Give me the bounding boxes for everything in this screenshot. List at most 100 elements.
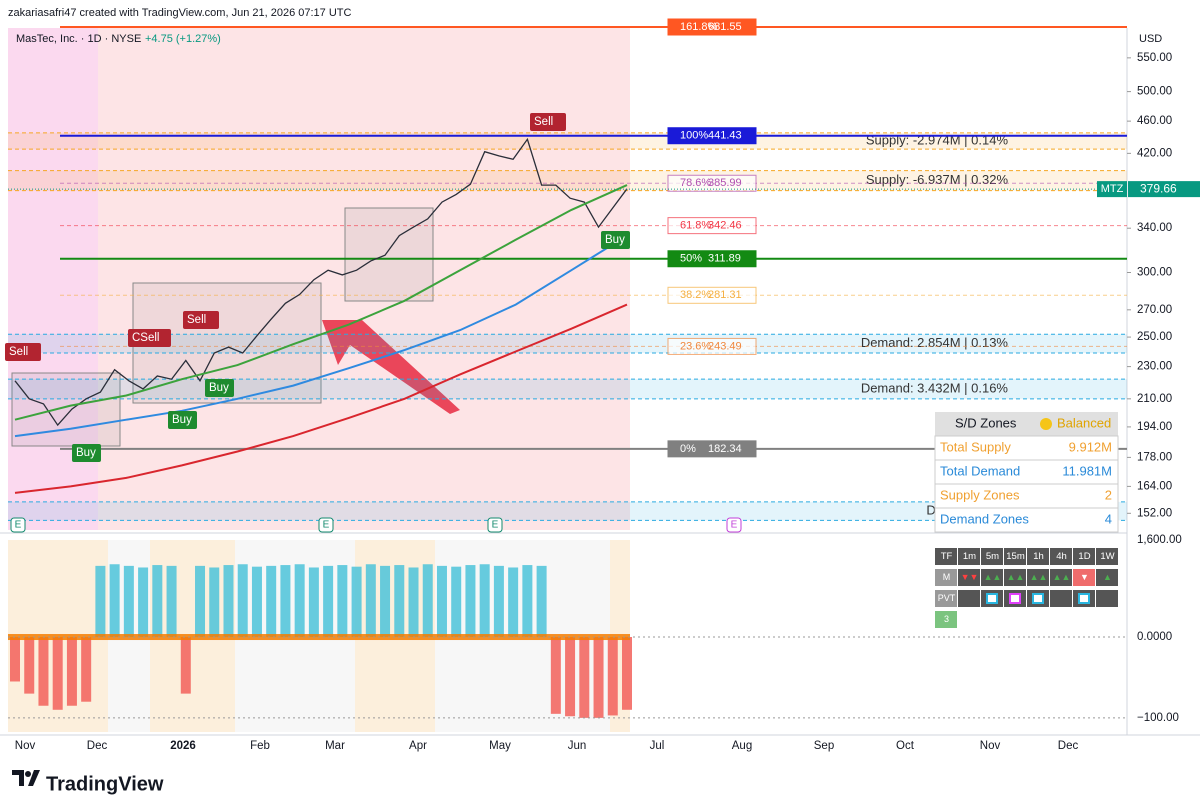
osc-bar <box>323 565 334 638</box>
mtf-header-cell <box>935 548 957 565</box>
sd-table-row <box>934 435 1119 461</box>
x-tick-label: Sep <box>814 740 834 752</box>
mtf-cell <box>1050 569 1072 586</box>
fib-value: 441.43 <box>708 130 742 142</box>
moving-average <box>14 184 628 421</box>
y-tick-label: 270.00 <box>1137 304 1172 316</box>
price-line <box>14 137 628 427</box>
zone-label: Supply: -2.974M | 0.14% <box>866 132 1009 147</box>
y-tick-label: 550.00 <box>1137 52 1172 64</box>
mtf-text: ▲▲ <box>1053 572 1071 582</box>
osc-bar <box>123 565 134 638</box>
osc-bar <box>237 564 248 638</box>
osc-bar <box>138 567 149 638</box>
fib-value: 182.34 <box>708 443 742 455</box>
pvt-square <box>1078 593 1090 604</box>
signal-text: Buy <box>605 234 625 246</box>
earnings-text: E <box>492 520 499 531</box>
x-tick-label: Jun <box>568 740 587 752</box>
mtf-cell <box>958 590 980 607</box>
sd-table-value: 11.981M <box>1062 463 1112 478</box>
earnings-icon <box>10 517 26 533</box>
mtf-cell <box>1027 569 1049 586</box>
signal-label <box>128 329 171 347</box>
fib-pct: 0% <box>680 443 696 455</box>
osc-bar <box>209 567 220 638</box>
osc-top-label: 1,600.00 <box>1137 534 1182 546</box>
x-tick-label: Dec <box>1058 740 1079 752</box>
mtf-header-cell <box>1073 548 1095 565</box>
mtf-header: 15m <box>1006 551 1025 562</box>
osc-bar <box>365 564 376 638</box>
pvt-square <box>1009 593 1021 604</box>
fib-label-box <box>667 127 757 145</box>
sd-zone <box>8 501 1127 521</box>
earnings-icon <box>318 517 334 533</box>
osc-bar <box>10 637 20 682</box>
fib-pct: 50% <box>680 253 702 265</box>
y-tick-label: 230.00 <box>1137 361 1172 373</box>
mtf-header-cell <box>1096 548 1118 565</box>
y-tick-label: 178.00 <box>1137 451 1172 463</box>
osc-bar <box>451 566 462 638</box>
osc-bar <box>380 565 391 638</box>
fib-pct: 38.2% <box>680 289 711 301</box>
logo-mark <box>28 770 40 786</box>
x-tick-label: Nov <box>15 740 36 752</box>
y-tick-label: 164.00 <box>1137 480 1172 492</box>
x-tick-label: Apr <box>409 740 427 752</box>
price-change: +4.75 (+1.27%) <box>145 33 221 45</box>
brand-name: TradingView <box>46 773 164 795</box>
y-tick-label: 210.00 <box>1137 393 1172 405</box>
signal-text: Sell <box>534 116 553 128</box>
osc-bar <box>607 637 618 716</box>
osc-bar <box>536 565 547 638</box>
signal-label <box>530 113 566 131</box>
sd-table-header <box>935 412 1118 436</box>
fib-value: 281.31 <box>708 289 742 301</box>
signal-label <box>205 379 234 397</box>
osc-tick-label: 0.0000 <box>1137 631 1172 643</box>
mtf-header: 1W <box>1100 551 1114 562</box>
fib-pct: 61.8% <box>680 220 711 232</box>
osc-bar <box>180 637 191 694</box>
fib-label-box <box>667 250 757 268</box>
signal-text: Sell <box>187 314 206 326</box>
mtf-header: 1h <box>1033 551 1044 562</box>
earnings-icon <box>487 517 503 533</box>
mtf-header: 1m <box>963 551 976 562</box>
y-tick-label: 500.00 <box>1137 86 1172 98</box>
x-tick-label: Feb <box>250 740 270 752</box>
last-price-value: 379.66 <box>1140 181 1177 195</box>
osc-bar <box>422 564 433 638</box>
range-box <box>344 207 434 302</box>
sd-zone <box>8 379 1127 399</box>
fib-label-box <box>667 18 757 36</box>
mtf-cell <box>1004 569 1026 586</box>
fib-value: 243.49 <box>708 340 742 352</box>
mtf-text: M <box>943 572 951 582</box>
osc-bar <box>394 565 405 638</box>
signal-label <box>601 231 630 249</box>
sd-table-title: S/D Zones <box>955 415 1017 430</box>
osc-bar <box>408 567 419 638</box>
signal-label <box>183 311 219 329</box>
fib-label-box <box>667 286 757 304</box>
brand-logo <box>12 770 40 786</box>
osc-bar <box>593 637 604 718</box>
osc-bar <box>351 566 362 638</box>
earnings-icon <box>726 517 742 533</box>
mtf-cell <box>935 569 957 586</box>
mtf-cell <box>935 590 957 607</box>
sd-zone <box>8 170 1127 191</box>
fib-pct: 161.8% <box>680 21 718 33</box>
last-price-box <box>1097 181 1127 198</box>
x-tick-label: 2026 <box>170 740 196 752</box>
mtf-header-cell <box>1050 548 1072 565</box>
last-price-symbol: MTZ <box>1101 183 1124 195</box>
signal-label <box>5 343 41 361</box>
fib-value: 385.99 <box>708 177 742 189</box>
mtf-header: 1D <box>1078 551 1090 562</box>
fib-pct: 100% <box>680 130 708 142</box>
